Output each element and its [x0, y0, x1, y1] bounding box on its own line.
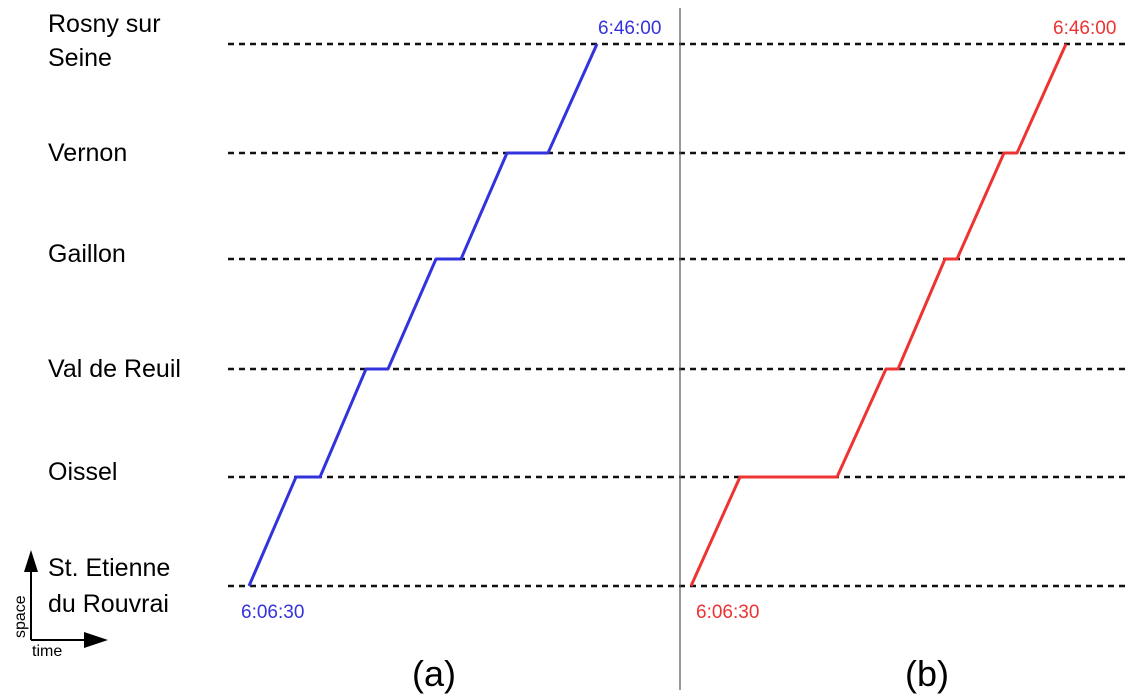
space-time-axes: space time	[12, 550, 108, 660]
station-label-st-etienne: St. Etienne	[48, 554, 170, 582]
caption-b: (b)	[905, 653, 949, 694]
space-axis-label: space	[12, 595, 29, 638]
end-time-b: 6:46:00	[1053, 18, 1116, 39]
trajectory-a	[247, 43, 599, 587]
station-label-oissel: Oissel	[48, 458, 117, 486]
trajectory-b	[689, 43, 1068, 587]
station-label-gaillon: Gaillon	[48, 240, 126, 268]
station-label-st-etienne-2: du Rouvrai	[48, 590, 169, 618]
station-label-rosny-line2: Seine	[48, 44, 112, 72]
time-axis-arrowhead	[84, 632, 108, 648]
station-label-rosny: Rosny sur	[48, 10, 161, 38]
station-labels: Rosny sur Seine Vernon Gaillon Val de Re…	[48, 10, 181, 618]
end-time-a: 6:46:00	[598, 18, 661, 39]
caption-a: (a)	[412, 653, 456, 694]
space-axis-arrowhead	[24, 550, 38, 572]
station-label-rosny-2: Seine	[48, 44, 112, 72]
start-time-a: 6:06:30	[241, 602, 304, 623]
time-axis-label: time	[32, 643, 62, 660]
station-label-vernon: Vernon	[48, 139, 127, 167]
start-time-b: 6:06:30	[696, 602, 759, 623]
station-lines	[228, 42, 1128, 588]
station-label-val-de-reuil: Val de Reuil	[48, 355, 181, 383]
station-label-rosny-line1: Rosny sur	[48, 10, 161, 38]
